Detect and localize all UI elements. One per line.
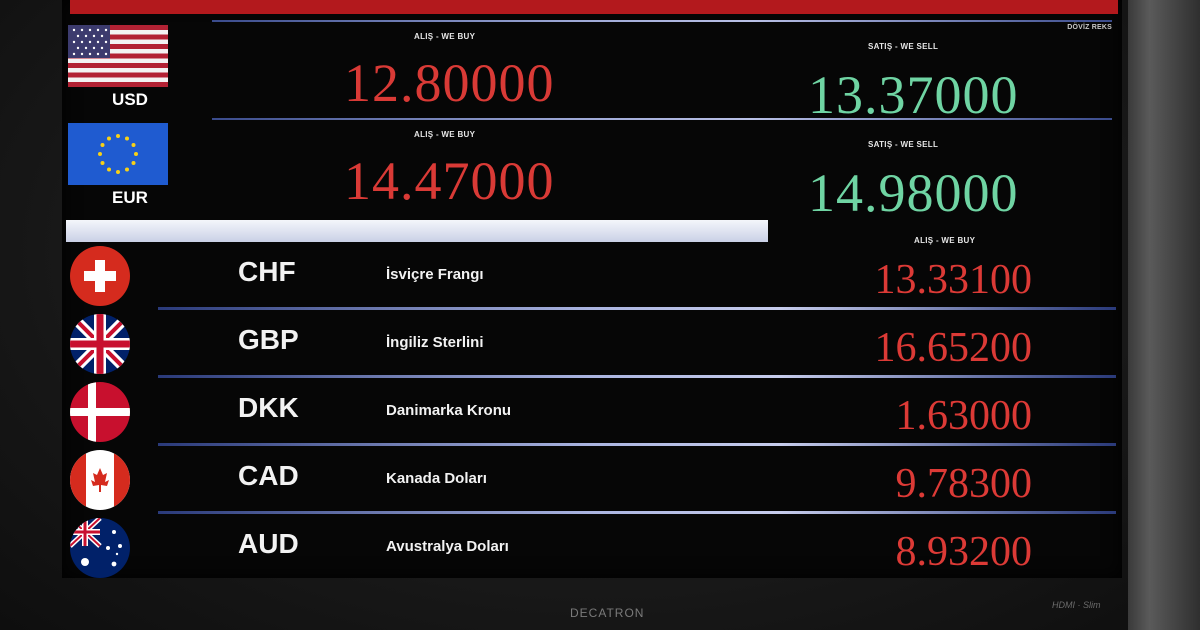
buy-column-label: ALIŞ - WE BUY <box>414 32 476 41</box>
sell-column-label: SATIŞ - WE SELL <box>868 42 939 51</box>
buy-rate: 14.47000 <box>344 151 555 211</box>
currency-code: CAD <box>238 460 299 491</box>
row-divider <box>158 307 1116 310</box>
buy-rate: 13.33100 <box>874 257 1033 303</box>
currency-name: Kanada Doları <box>386 470 487 487</box>
currency-code: CHF <box>238 256 296 287</box>
monitor-side-frame <box>1128 0 1200 630</box>
exchange-rate-screen: DÖVİZ REKS <box>62 0 1122 578</box>
currency-code: DKK <box>238 392 299 423</box>
currency-name: İngiliz Sterlini <box>386 334 484 351</box>
minor-buy-column-label: ALIŞ - WE BUY <box>914 236 976 245</box>
row-divider <box>212 118 1112 120</box>
minor-row-chf: CHF İsviçre Frangı 13.33100 <box>62 242 1122 310</box>
denmark-flag-icon <box>70 382 130 442</box>
uk-flag-icon <box>70 314 130 374</box>
monitor-badge: HDMI · Slim <box>1052 600 1101 610</box>
minor-row-gbp: GBP İngiliz Sterlini 16.65200 <box>62 310 1122 378</box>
buy-column-label: ALIŞ - WE BUY <box>414 130 476 139</box>
currency-name: Danimarka Kronu <box>386 402 512 419</box>
row-divider <box>158 443 1116 446</box>
row-divider <box>158 375 1116 378</box>
australia-flag-icon <box>70 518 130 578</box>
buy-rate: 9.78300 <box>895 461 1033 507</box>
buy-rate: 8.93200 <box>895 529 1033 575</box>
monitor-brand-logo: DECATRON <box>570 606 645 620</box>
row-divider <box>212 20 1112 22</box>
major-row-eur: EUR ALIŞ - WE BUY SATIŞ - WE SELL 14.470… <box>62 118 1122 223</box>
major-row-usd: USD ALIŞ - WE BUY SATIŞ - WE SELL 12.800… <box>62 20 1122 125</box>
sell-rate: 14.98000 <box>808 163 1019 223</box>
currency-name: İsviçre Frangı <box>386 266 484 283</box>
buy-rate: 16.65200 <box>874 325 1033 371</box>
buy-rate: 1.63000 <box>895 393 1033 439</box>
swiss-flag-icon <box>70 246 130 306</box>
currency-code: AUD <box>238 528 299 559</box>
minor-row-aud: AUD Avustralya Doları 8.93200 <box>62 514 1122 578</box>
canada-flag-icon <box>70 450 130 510</box>
sell-rate: 13.37000 <box>808 65 1019 125</box>
buy-rate: 12.80000 <box>344 53 555 113</box>
row-divider <box>158 511 1116 514</box>
header-bar <box>70 0 1118 14</box>
minor-row-cad: CAD Kanada Doları 9.78300 <box>62 446 1122 514</box>
currency-code: USD <box>112 90 148 109</box>
eu-flag-icon <box>68 123 168 185</box>
currency-code: EUR <box>112 188 148 207</box>
currency-name: Avustralya Doları <box>386 538 509 555</box>
minor-row-dkk: DKK Danimarka Kronu 1.63000 <box>62 378 1122 446</box>
brand-tag: DÖVİZ REKS <box>1067 24 1112 31</box>
us-flag-icon <box>68 25 168 87</box>
currency-code: GBP <box>238 324 299 355</box>
sell-column-label: SATIŞ - WE SELL <box>868 140 939 149</box>
section-divider-strip <box>66 220 768 242</box>
